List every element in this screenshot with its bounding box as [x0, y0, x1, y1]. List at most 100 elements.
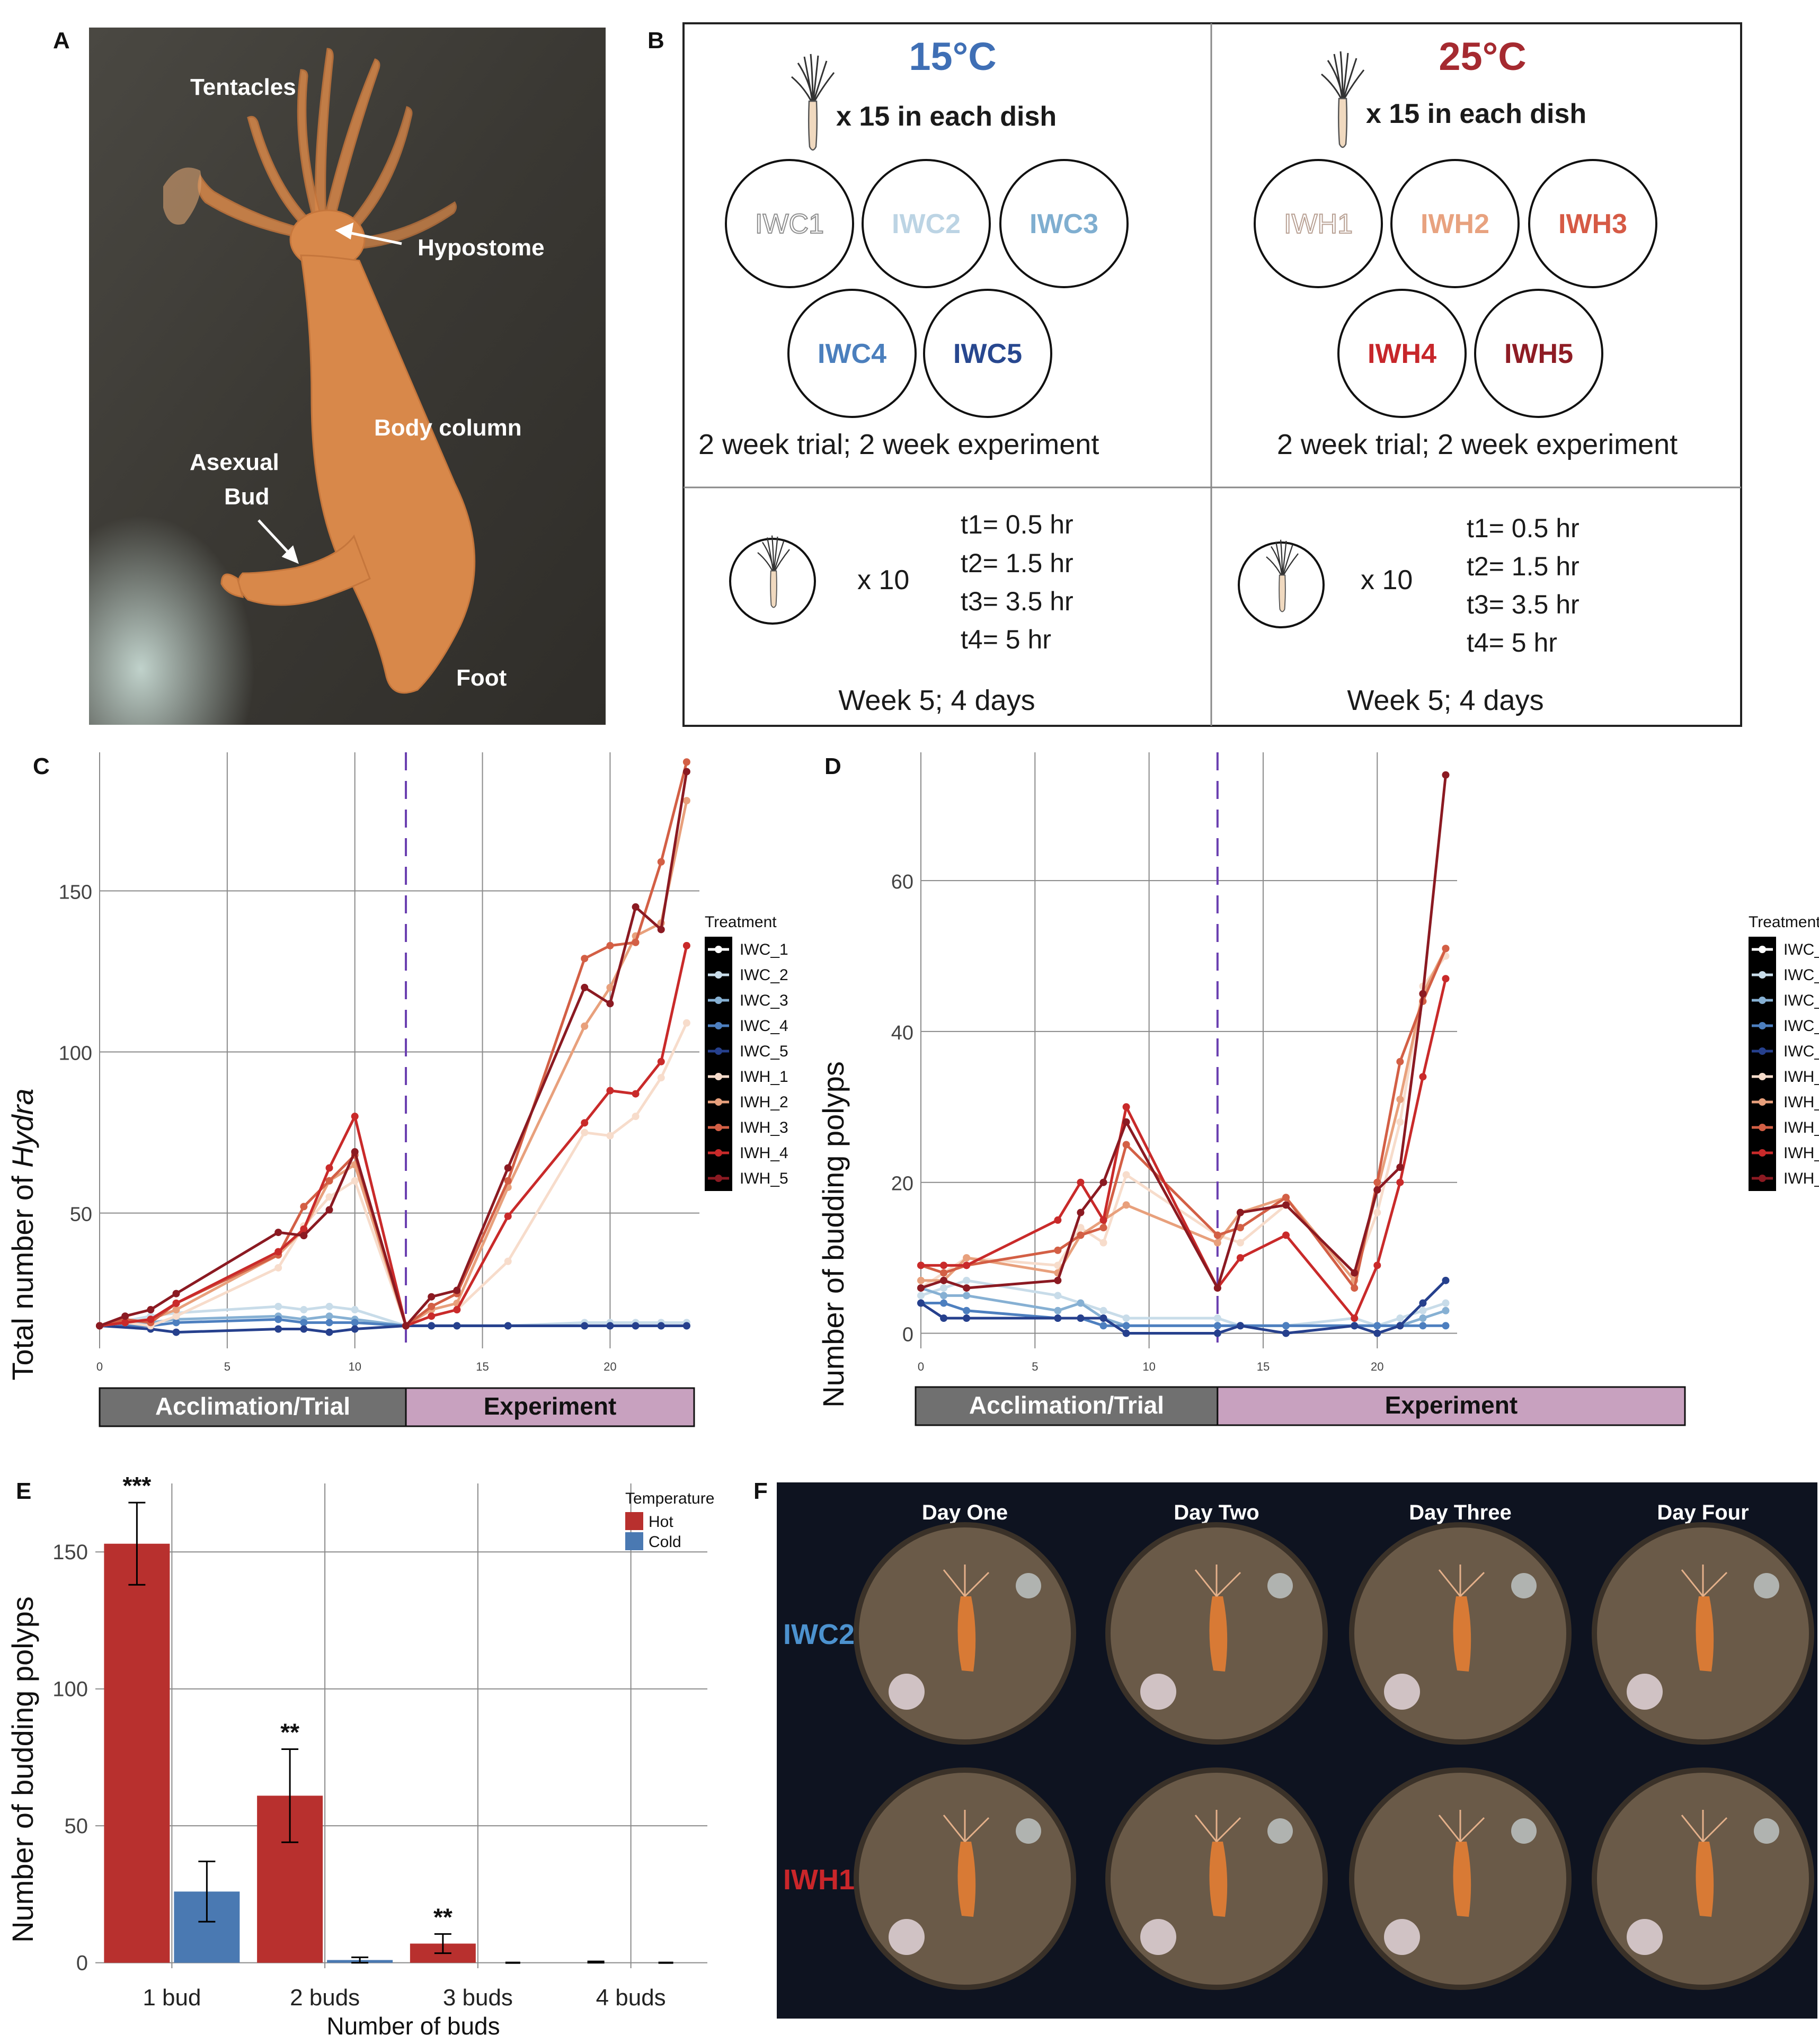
day-label: Day Three — [1409, 1501, 1511, 1524]
data-point — [581, 1128, 589, 1136]
series-line-IWH_3 — [99, 761, 688, 1327]
data-point — [1122, 1314, 1130, 1322]
data-point — [1282, 1194, 1290, 1202]
series-line-IWC_3 — [920, 1286, 1447, 1327]
dish-label-iwh3: IWH3 — [1558, 209, 1627, 239]
panel-b-design: 15°C x 15 in each dish IWC1 IWC2 IWC3 IW… — [682, 22, 1742, 727]
legend-item: IWH_3 — [740, 1119, 788, 1136]
data-point — [1099, 1216, 1107, 1224]
hydra-photo — [1696, 1596, 1714, 1672]
dish-rim — [1105, 1767, 1328, 1990]
row-label: IWH1 — [783, 1864, 855, 1896]
legend-key-dot — [1759, 1047, 1766, 1055]
data-point — [1396, 1163, 1404, 1171]
x-tick-label: 20 — [604, 1360, 616, 1373]
significance-label: *** — [123, 1473, 152, 1499]
dish-rim — [1592, 1767, 1814, 1990]
data-point — [1077, 1299, 1085, 1307]
light-reflection — [1511, 1818, 1537, 1844]
data-point — [1373, 1186, 1381, 1194]
data-point — [657, 1057, 665, 1065]
legend-item: IWH_5 — [1783, 1170, 1819, 1187]
legend-item: IWH_4 — [740, 1144, 788, 1162]
dish-rim — [1349, 1522, 1572, 1745]
legend-item: IWC_3 — [740, 992, 788, 1009]
dish-label-iwc5: IWC5 — [953, 339, 1022, 369]
y-axis-label: Number of budding polyps — [6, 1596, 39, 1943]
data-point — [1077, 1307, 1085, 1314]
x-tick-label: 4 buds — [596, 1985, 666, 2011]
panel-f-photos: Day One Day Two Day Three Day Four IWC2 IWH1 — [777, 1482, 1817, 2019]
light-reflection — [1140, 1919, 1176, 1955]
data-point — [325, 1193, 333, 1201]
cold-week-text: Week 5; 4 days — [838, 685, 1035, 716]
panel-label-f: F — [753, 1478, 768, 1504]
significance-label: ** — [280, 1718, 299, 1746]
x-tick-label: 15 — [476, 1360, 489, 1373]
data-point — [917, 1276, 925, 1284]
x-tick-label: 1 bud — [143, 1985, 201, 2011]
day-label: Day Four — [1657, 1501, 1749, 1524]
data-point — [1054, 1246, 1062, 1254]
data-point — [1396, 1096, 1404, 1104]
data-point — [1442, 1292, 1450, 1300]
light-reflection — [1627, 1919, 1663, 1955]
data-point — [325, 1177, 333, 1185]
data-point — [606, 941, 614, 949]
data-point — [581, 1322, 589, 1330]
data-point — [963, 1284, 971, 1292]
legend-key-dot — [1759, 971, 1766, 979]
data-point — [428, 1322, 436, 1330]
data-point — [1213, 1239, 1221, 1247]
light-reflection — [1754, 1573, 1779, 1598]
y-tick-label: 50 — [70, 1204, 92, 1226]
data-point — [504, 1164, 512, 1172]
data-point — [351, 1148, 359, 1156]
data-point — [632, 1113, 640, 1121]
data-point — [1099, 1307, 1107, 1314]
hydra-tentacles — [1438, 1565, 1485, 1597]
bud-arrow — [258, 519, 299, 564]
data-point — [682, 1019, 690, 1027]
light-reflection — [889, 1674, 925, 1710]
dish-rim — [1105, 1522, 1328, 1745]
data-point — [1351, 1322, 1359, 1330]
data-point — [351, 1306, 359, 1314]
label-foot: Foot — [456, 665, 507, 691]
hot-temp-title: 25°C — [1439, 34, 1526, 78]
label-bud: Bud — [224, 484, 270, 510]
data-point — [300, 1319, 308, 1327]
data-point — [606, 1087, 614, 1095]
legend-key-dot — [715, 1175, 722, 1182]
data-point — [1077, 1231, 1085, 1239]
y-tick-label: 0 — [76, 1952, 88, 1975]
label-hypostome: Hypostome — [418, 235, 545, 261]
phase-label-trial: Acclimation/Trial — [969, 1391, 1164, 1419]
hydra-tentacles — [1194, 1810, 1241, 1843]
data-point — [428, 1302, 436, 1310]
data-point — [1282, 1201, 1290, 1209]
cold-time-3: t3= 3.5 hr — [961, 586, 1073, 616]
data-point — [940, 1314, 948, 1322]
data-point — [325, 1302, 333, 1310]
data-point — [1419, 1299, 1427, 1307]
legend-item: IWH_2 — [1783, 1094, 1819, 1111]
light-reflection — [1016, 1573, 1041, 1598]
panel-label-b: B — [647, 28, 664, 54]
legend-swatch-strip — [705, 937, 732, 1191]
data-point — [402, 1322, 410, 1330]
dish-label-iwc2: IWC2 — [892, 209, 961, 239]
legend-key-dot — [715, 1098, 722, 1106]
hypostome-arrow — [335, 222, 402, 245]
chart-budding-polyps: Number of budding polyps 0 20 40 60 0 5 10 15 20… — [817, 752, 1819, 1426]
data-point — [1077, 1224, 1085, 1232]
cold-x10: x 10 — [857, 565, 909, 596]
data-point — [1122, 1329, 1130, 1337]
data-point — [1373, 1329, 1381, 1337]
data-point — [1236, 1224, 1244, 1232]
hydra-photo — [957, 1842, 976, 1917]
dish-label-iwh5: IWH5 — [1504, 339, 1573, 369]
hot-time-2: t2= 1.5 hr — [1467, 552, 1580, 581]
data-point — [274, 1248, 282, 1256]
data-point — [1373, 1208, 1381, 1216]
